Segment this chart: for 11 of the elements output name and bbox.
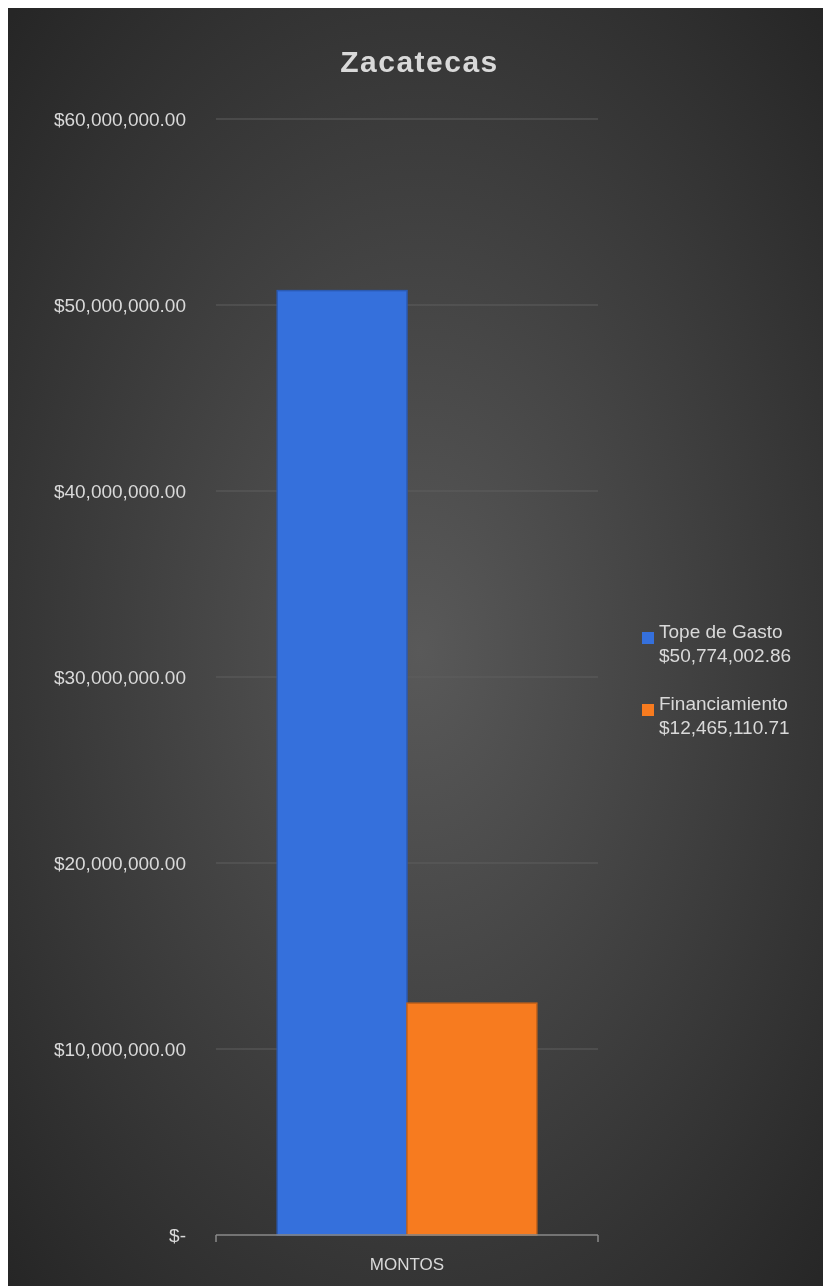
y-tick-label: $10,000,000.00 xyxy=(53,1038,186,1060)
y-tick-label: $50,000,000.00 xyxy=(53,294,186,316)
y-tick-label: $30,000,000.00 xyxy=(53,666,186,688)
y-tick-label: $40,000,000.00 xyxy=(53,480,186,502)
y-tick-label: $20,000,000.00 xyxy=(53,852,186,874)
text: Tope de Gasto $50,774,002.86 xyxy=(659,621,792,666)
y-tick-label: $60,000,000.00 xyxy=(53,108,186,130)
y-tick-label: $- xyxy=(169,1224,186,1246)
chart-title: Zacatecas xyxy=(340,45,499,78)
x-tick-label: MONTOS xyxy=(369,1255,445,1274)
legend-label: Financiamiento $12,465,110.71 xyxy=(659,693,790,738)
